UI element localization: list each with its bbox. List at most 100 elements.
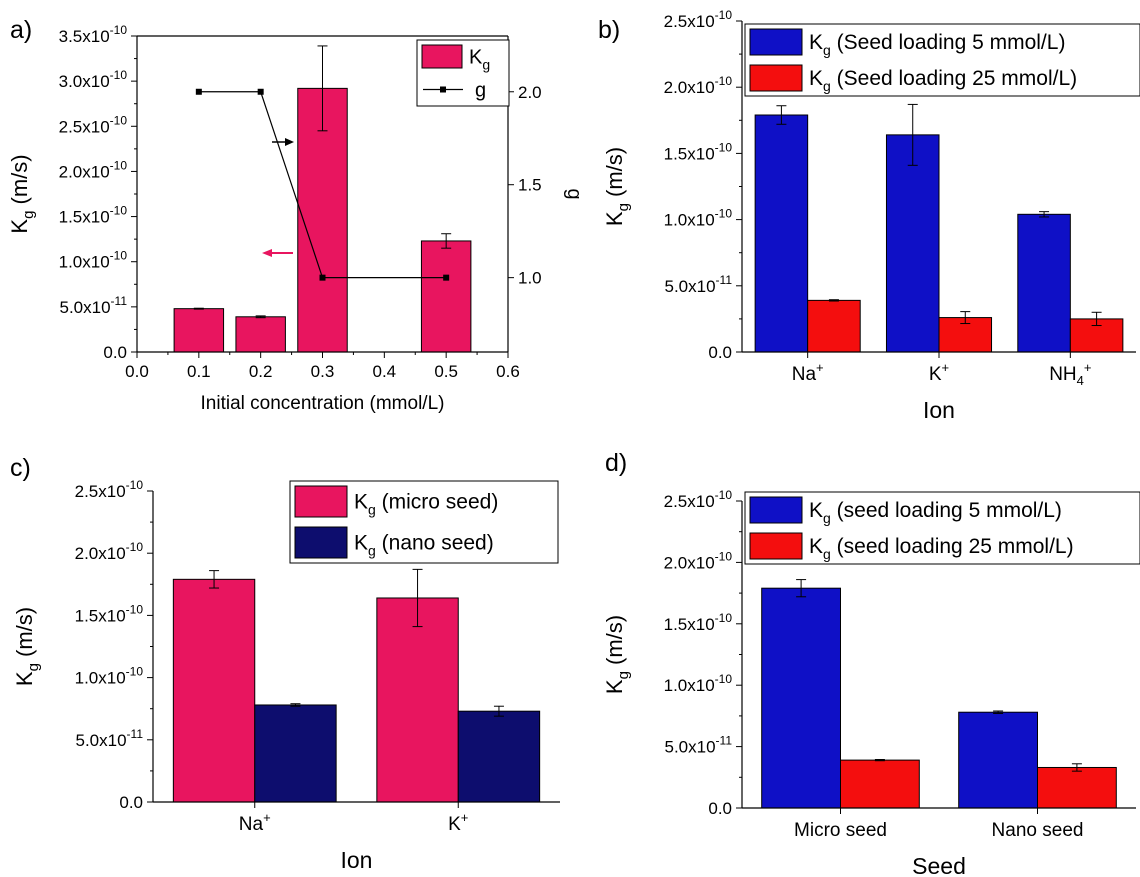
- legend-label-main: K: [469, 47, 483, 69]
- y-tick-mantissa: 5.0x10: [76, 731, 127, 750]
- bar: [807, 299, 861, 353]
- y-tick-mantissa: 2.0x10: [59, 162, 110, 181]
- panel-c: c)Na+ K+0.05.0x10-111.0x10-101.5x10-102.0…: [10, 454, 560, 873]
- legend-label: Kg (nano seed): [354, 532, 494, 559]
- category-main: K: [929, 364, 942, 385]
- category-main: Na: [239, 814, 264, 835]
- legend-label-sub: g: [823, 510, 831, 526]
- legend-label: Kg (seed loading 5 mmol/L): [809, 499, 1062, 526]
- y-tick-exponent: -10: [715, 140, 733, 154]
- x-tick-label: 0.4: [373, 362, 397, 381]
- x-tick-label: Micro seed: [794, 820, 887, 841]
- y-tick-label: 2.0x10-10: [664, 74, 733, 97]
- y-label-sub: g: [615, 203, 632, 211]
- panel-a: a) 0.0 0.1 0.2 0.3 0.4 0.5 0.6 1.0 1.5 2.0 g 0.0 5.0x…: [7, 16, 585, 414]
- y-label-main: K: [12, 671, 37, 686]
- y-tick-exponent: -10: [715, 8, 733, 22]
- y-tick-mantissa: 5.0x10: [60, 298, 111, 317]
- legend-label-rest: (Seed loading 5 mmol/L): [831, 31, 1066, 54]
- bar: [173, 308, 225, 353]
- y-tick-mantissa: 0.0: [708, 799, 732, 818]
- y-tick-mantissa: 2.0x10: [75, 544, 126, 563]
- y-tick-mantissa: 1.0x10: [75, 669, 126, 688]
- legend-label-main: K: [809, 535, 823, 558]
- series-line-g: [198, 91, 447, 279]
- legend-label: Kg (micro seed): [354, 491, 498, 518]
- panel-label: c): [10, 454, 31, 482]
- bar: [172, 578, 256, 803]
- legend-swatch: [294, 485, 348, 518]
- legend-label-rest: (nano seed): [376, 532, 494, 555]
- x-tick-label: K+: [929, 360, 949, 385]
- legend-label-main: K: [809, 31, 823, 54]
- legend-label-main: K: [809, 499, 823, 522]
- category-main: Na: [792, 364, 817, 385]
- y-label-main: K: [602, 211, 627, 226]
- bar: [420, 240, 472, 353]
- y-label-unit: (m/s): [602, 615, 627, 671]
- category-sub: 4: [1077, 373, 1084, 388]
- y-tick-label: 1.5x10-10: [75, 602, 144, 625]
- y2-tick-label: 2.0: [518, 83, 542, 102]
- y-tick-mantissa: 2.5x10: [75, 482, 126, 501]
- y-tick-exponent: -10: [715, 549, 733, 563]
- y-tick-mantissa: 5.0x10: [665, 738, 716, 757]
- x-tick-label: 0.1: [187, 362, 211, 381]
- y-tick-exponent: -10: [126, 478, 144, 492]
- x-tick-label: 0.3: [311, 362, 335, 381]
- x-tick-label: Na+: [792, 360, 824, 385]
- bar: [840, 759, 920, 809]
- y-tick-label: 5.0x10-11: [665, 273, 733, 296]
- x-axis-label: Ion: [923, 397, 955, 423]
- y-label-main: K: [602, 679, 627, 694]
- y-tick-label: 1.0x10-10: [664, 207, 733, 230]
- y-tick-mantissa: 2.0x10: [664, 78, 715, 97]
- legend-label-sub: g: [368, 543, 376, 559]
- y-tick-label: 2.5x10-10: [664, 8, 733, 31]
- y2-tick-label: 1.5: [518, 176, 542, 195]
- y-tick-label: 1.0x10-10: [75, 665, 144, 688]
- y-tick-label: 2.5x10-10: [664, 488, 733, 511]
- bar: [376, 597, 459, 803]
- y-tick-label: 1.5x10-10: [59, 204, 128, 227]
- y-axis-label: Kg (m/s): [602, 147, 632, 226]
- y-tick-exponent: -10: [715, 672, 733, 686]
- legend-label-rest: (seed loading 25 mmol/L): [831, 535, 1074, 558]
- y-tick-mantissa: 1.5x10: [664, 615, 715, 634]
- y-tick-mantissa: 3.0x10: [59, 72, 110, 91]
- y-tick-mantissa: 1.0x10: [664, 676, 715, 695]
- y-tick-exponent: -10: [110, 113, 128, 127]
- x-axis-label: Seed: [912, 853, 966, 877]
- y-tick-exponent: -10: [715, 207, 733, 221]
- x-tick-label: K+: [448, 810, 468, 835]
- category-main: NH: [1049, 364, 1076, 385]
- y-tick-mantissa: 0.0: [119, 793, 143, 812]
- y-tick-exponent: -10: [126, 540, 144, 554]
- y-tick-exponent: -10: [110, 249, 128, 263]
- y-axis-label: Kg (m/s): [602, 615, 632, 694]
- y-tick-label: 1.0x10-10: [664, 672, 733, 695]
- y-tick-mantissa: 1.5x10: [664, 144, 715, 163]
- panel-b: b)Na+ K+ NH4+0.05.0x10-111.0x10-101.5x10-1…: [598, 8, 1140, 423]
- y-tick-mantissa: 1.0x10: [59, 253, 110, 272]
- legend-label-rest: (seed loading 5 mmol/L): [831, 499, 1062, 522]
- y-label-sub: g: [25, 663, 42, 671]
- y-tick-mantissa: 2.5x10: [59, 117, 110, 136]
- legend-swatch: [749, 28, 803, 56]
- y-axis-label: Kg (m/s): [12, 607, 42, 686]
- legend-label-sub: g: [482, 57, 490, 73]
- bar: [885, 134, 940, 353]
- legend-line-marker: [440, 86, 446, 93]
- line-point: [257, 88, 264, 95]
- arrow-right-head: [285, 138, 294, 146]
- y-tick-mantissa: 5.0x10: [665, 277, 716, 296]
- bar: [235, 316, 286, 353]
- panel-label: b): [598, 16, 620, 44]
- y-tick-mantissa: 1.0x10: [664, 211, 715, 230]
- line-point: [319, 274, 326, 281]
- category-sup: +: [461, 810, 469, 825]
- legend-label-main: K: [354, 532, 368, 555]
- y-tick-mantissa: 1.5x10: [75, 606, 126, 625]
- y-label-main: K: [7, 219, 32, 234]
